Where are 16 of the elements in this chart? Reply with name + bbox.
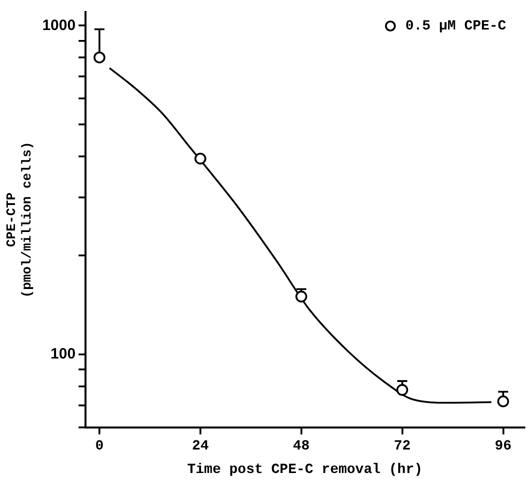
y-tick-label: 1000 xyxy=(42,16,76,34)
x-tick-label: 24 xyxy=(192,438,209,454)
point xyxy=(194,152,206,165)
point xyxy=(497,395,510,408)
x-tick-label: 96 xyxy=(494,438,512,454)
x-tick-label: 48 xyxy=(292,438,310,454)
point xyxy=(295,290,308,302)
x-tick-label: 0 xyxy=(95,438,104,454)
point xyxy=(396,384,408,396)
point xyxy=(94,52,106,64)
line-series xyxy=(108,67,492,404)
y-axis-title: CPE-CTP (pmol/million cells) xyxy=(4,142,35,298)
x-tick-label: 72 xyxy=(394,438,411,454)
legend-label: 0.5 μM CPE-C xyxy=(405,18,507,35)
y-tick-label: 100 xyxy=(50,346,76,363)
x-axis-title: Time post CPE-C removal (hr) xyxy=(187,462,423,478)
